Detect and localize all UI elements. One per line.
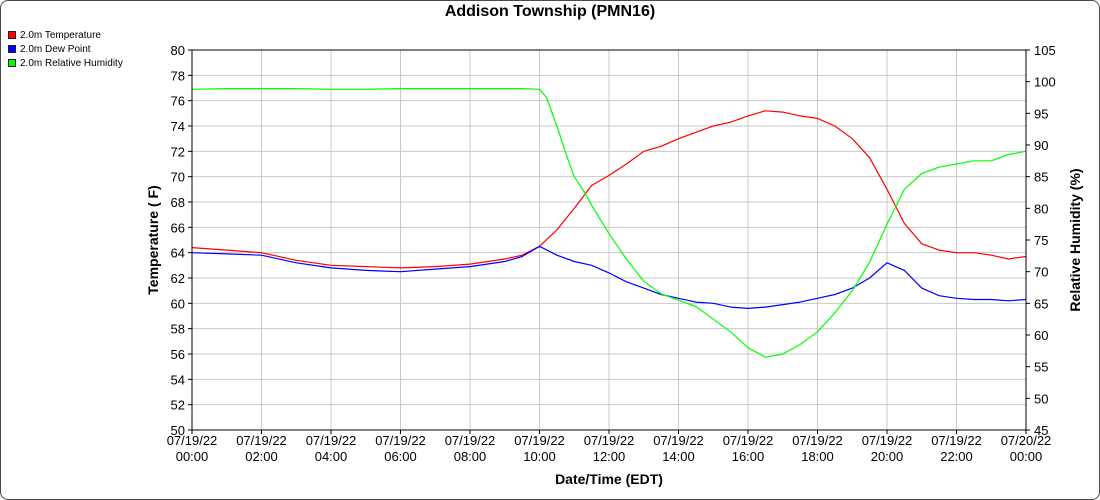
y2-tick-label: 100 <box>1034 75 1056 90</box>
y2-tick-label: 75 <box>1034 233 1048 248</box>
y2-tick-label: 60 <box>1034 328 1048 343</box>
y2-tick-label: 95 <box>1034 106 1048 121</box>
series-line-temperature <box>191 110 1027 269</box>
y-tick-label: 60 <box>171 296 185 311</box>
series-line-dew-point <box>191 245 1027 309</box>
x-tick-label-time: 00:00 <box>1010 449 1043 464</box>
x-tick-label-date: 07/19/22 <box>653 433 704 448</box>
legend-item-relative-humidity: 2.0m Relative Humidity <box>8 56 123 70</box>
y-axis-ticks: 50 52 54 56 58 60 62 64 66 68 70 72 74 76 78 80 <box>171 43 192 438</box>
y2-tick-label: 90 <box>1034 138 1048 153</box>
y-tick-label: 62 <box>171 271 185 286</box>
x-tick-label-time: 04:00 <box>315 449 348 464</box>
x-tick-label-date: 07/19/22 <box>862 433 913 448</box>
y-tick-label: 72 <box>171 144 185 159</box>
y-tick-label: 74 <box>171 119 185 134</box>
x-tick-label-date: 07/19/22 <box>167 433 218 448</box>
grid-lines <box>191 49 1027 431</box>
x-tick-label-date: 07/19/22 <box>723 433 774 448</box>
y-axis-label: Temperature ( F) <box>145 185 161 294</box>
y2-axis-ticks: 45 50 55 60 65 70 75 80 85 90 95 100 105 <box>1026 43 1056 438</box>
y-tick-label: 54 <box>171 372 185 387</box>
x-axis-ticks: 07/19/2200:0007/19/2202:0007/19/2204:000… <box>167 430 1052 464</box>
x-axis-label: Date/Time (EDT) <box>555 471 663 487</box>
x-tick-label-date: 07/19/22 <box>375 433 426 448</box>
y2-axis-label: Relative Humidity (%) <box>1067 168 1083 311</box>
legend: 2.0m Temperature 2.0m Dew Point 2.0m Rel… <box>8 28 123 70</box>
x-tick-label-time: 00:00 <box>176 449 209 464</box>
legend-label-relative-humidity: 2.0m Relative Humidity <box>20 57 123 69</box>
x-tick-label-date: 07/19/22 <box>584 433 635 448</box>
y2-tick-label: 50 <box>1034 391 1048 406</box>
x-tick-label-date: 07/20/22 <box>1001 433 1052 448</box>
x-tick-label-date: 07/19/22 <box>514 433 565 448</box>
x-tick-label-time: 16:00 <box>732 449 765 464</box>
y2-tick-label: 80 <box>1034 201 1048 216</box>
legend-swatch-relative-humidity <box>8 59 16 67</box>
y-tick-label: 58 <box>171 322 185 337</box>
x-tick-label-time: 18:00 <box>801 449 834 464</box>
y-tick-label: 78 <box>171 68 185 83</box>
legend-item-temperature: 2.0m Temperature <box>8 28 123 42</box>
x-tick-label-time: 02:00 <box>245 449 278 464</box>
y2-tick-label: 85 <box>1034 170 1048 185</box>
legend-item-dew-point: 2.0m Dew Point <box>8 42 123 56</box>
x-tick-label-time: 10:00 <box>523 449 556 464</box>
x-tick-label-time: 08:00 <box>454 449 487 464</box>
x-tick-label-date: 07/19/22 <box>306 433 357 448</box>
legend-label-dew-point: 2.0m Dew Point <box>20 43 91 55</box>
x-tick-label-date: 07/19/22 <box>236 433 287 448</box>
y-tick-label: 56 <box>171 347 185 362</box>
legend-swatch-dew-point <box>8 45 16 53</box>
y-tick-label: 80 <box>171 43 185 58</box>
y2-tick-label: 55 <box>1034 360 1048 375</box>
legend-swatch-temperature <box>8 31 16 39</box>
y-tick-label: 52 <box>171 398 185 413</box>
x-tick-label-time: 22:00 <box>940 449 973 464</box>
x-tick-label-time: 14:00 <box>662 449 695 464</box>
x-tick-label-time: 20:00 <box>871 449 904 464</box>
y-tick-label: 66 <box>171 220 185 235</box>
y-tick-label: 76 <box>171 94 185 109</box>
y2-tick-label: 45 <box>1034 423 1048 438</box>
y-tick-label: 50 <box>171 423 185 438</box>
chart-title: Addison Township (PMN16) <box>444 3 656 20</box>
y-tick-label: 68 <box>171 195 185 210</box>
y2-tick-label: 70 <box>1034 265 1048 280</box>
y2-tick-label: 105 <box>1034 43 1056 58</box>
x-tick-label-date: 07/19/22 <box>792 433 843 448</box>
x-tick-label-time: 12:00 <box>593 449 626 464</box>
x-tick-label-date: 07/19/22 <box>931 433 982 448</box>
y2-tick-label: 65 <box>1034 296 1048 311</box>
x-tick-label-date: 07/19/22 <box>445 433 496 448</box>
x-tick-label-time: 06:00 <box>384 449 417 464</box>
series-line-relative-humidity <box>191 87 1027 358</box>
series-lines <box>191 87 1027 358</box>
legend-label-temperature: 2.0m Temperature <box>20 29 101 41</box>
y-tick-label: 70 <box>171 170 185 185</box>
y-tick-label: 64 <box>171 246 185 261</box>
